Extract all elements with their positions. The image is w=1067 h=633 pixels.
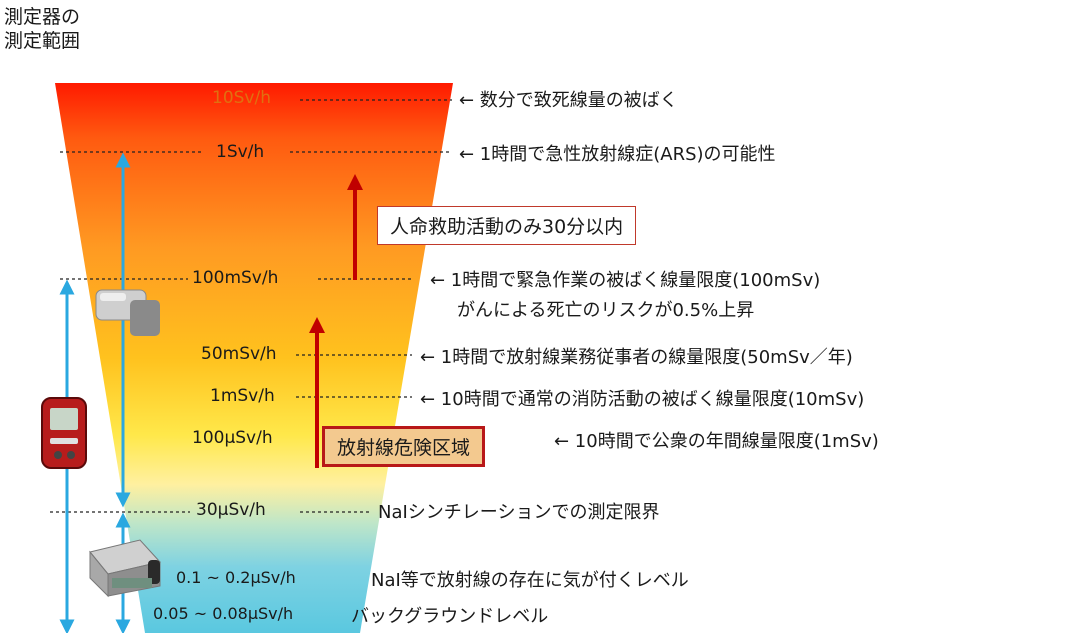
- note-0-1-0-2usv: NaI等で放射線の存在に気が付くレベル: [371, 570, 689, 591]
- level-label-1msv: 1mSv/h: [210, 386, 275, 406]
- note-10sv: ← 数分で致死線量の被ばく: [459, 90, 678, 111]
- level-label-100msv: 100mSv/h: [192, 268, 279, 288]
- level-label-1sv: 1Sv/h: [216, 142, 265, 162]
- nai-scintillation-meter-icon: [89, 539, 161, 598]
- level-label-0-1-0-2usv: 0.1 ~ 0.2µSv/h: [176, 568, 296, 587]
- range-header-line2: 測定範囲: [4, 30, 81, 52]
- level-label-10sv: 10Sv/h: [212, 88, 271, 108]
- note-1msv: ← 10時間で通常の消防活動の被ばく線量限度(10mSv): [420, 389, 865, 410]
- note-50msv: ← 1時間で放射線業務従事者の線量限度(50mSv／年): [420, 347, 853, 368]
- survey-meter-icon: [95, 289, 160, 336]
- range-header-line1: 測定器の: [4, 6, 81, 28]
- note-1sv: ← 1時間で急性放射線症(ARS)の可能性: [459, 144, 776, 165]
- rescue-callout: 人命救助活動のみ30分以内: [377, 206, 637, 245]
- danger-zone-callout: 放射線危険区域: [322, 426, 486, 467]
- level-label-50msv: 50mSv/h: [201, 344, 277, 364]
- level-label-30usv: 30µSv/h: [196, 500, 266, 520]
- level-label-0-05-0-08usv: 0.05 ~ 0.08µSv/h: [153, 604, 294, 623]
- note-100msv: ← 1時間で緊急作業の被ばく線量限度(100mSv): [430, 270, 821, 291]
- note-100msv-cancer-risk: がんによる死亡のリスクが0.5%上昇: [457, 300, 755, 321]
- note-100usv: ← 10時間で公衆の年間線量限度(1mSv): [554, 431, 879, 452]
- note-0-05-0-08usv: バックグラウンドレベル: [351, 606, 549, 627]
- electronic-dosimeter-icon: [41, 397, 87, 469]
- level-label-100usv: 100µSv/h: [192, 428, 273, 448]
- note-30usv: NaIシンチレーションでの測定限界: [378, 502, 660, 523]
